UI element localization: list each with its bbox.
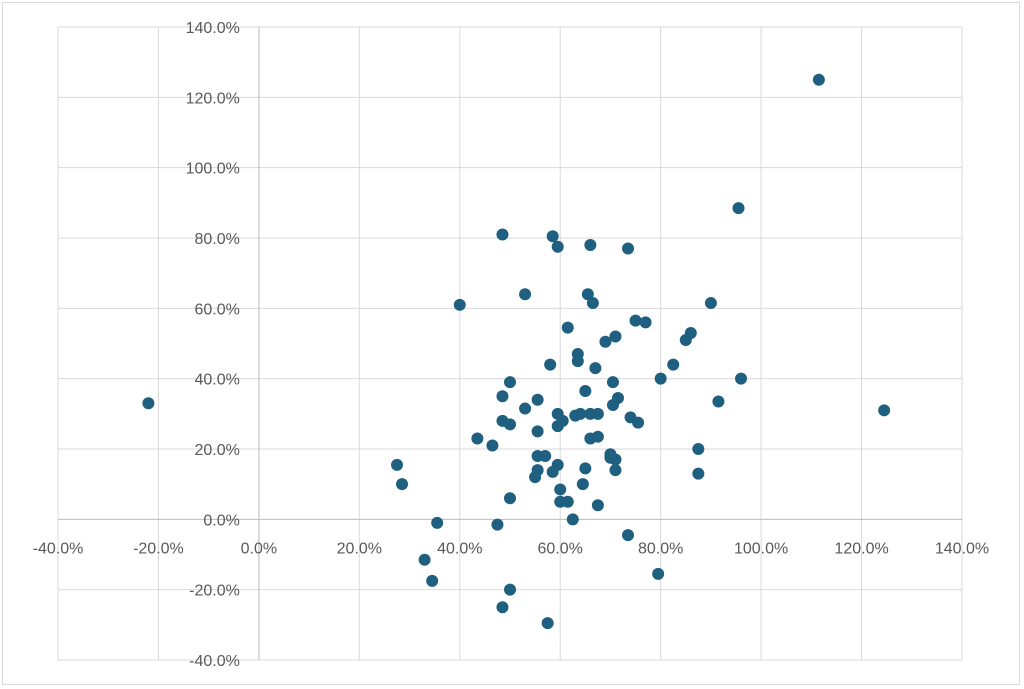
- data-point: [539, 450, 552, 463]
- data-point: [692, 443, 705, 455]
- data-point: [632, 416, 645, 429]
- x-tick-label: 140.0%: [935, 540, 989, 557]
- data-point: [639, 316, 652, 329]
- data-point: [667, 358, 680, 371]
- data-point: [692, 467, 705, 480]
- data-point: [622, 242, 635, 255]
- data-point: [732, 202, 745, 215]
- data-point: [581, 288, 594, 301]
- scatter-chart: -40.0% -20.0% 0.0% 20.0% 40.0% 60.0% 80.0% 100.…: [33, 20, 989, 670]
- data-point: [589, 362, 602, 375]
- y-tick-label: 60.0%: [195, 301, 240, 318]
- data-point: [599, 335, 612, 348]
- data-point: [556, 414, 569, 427]
- data-point: [591, 407, 604, 420]
- data-point: [584, 239, 597, 252]
- grid-layer: [57, 26, 963, 661]
- data-point: [561, 495, 574, 508]
- x-tick-label: 20.0%: [337, 540, 382, 557]
- y-tick-label: 120.0%: [186, 90, 240, 107]
- data-point: [561, 321, 574, 334]
- y-tick-label: 0.0%: [203, 512, 239, 529]
- data-point: [622, 529, 635, 542]
- data-point: [579, 384, 592, 397]
- data-point: [735, 372, 748, 385]
- data-point: [471, 432, 484, 445]
- data-point: [551, 458, 564, 471]
- data-point: [418, 553, 431, 566]
- data-point: [496, 601, 509, 614]
- data-point: [519, 288, 532, 301]
- data-point: [812, 73, 825, 86]
- x-tick-label: 40.0%: [437, 540, 482, 557]
- data-point: [878, 404, 891, 417]
- data-point: [579, 462, 592, 475]
- data-point: [544, 358, 557, 371]
- data-point: [609, 464, 622, 477]
- data-point: [591, 499, 604, 512]
- data-point: [531, 393, 544, 406]
- y-tick-label: 40.0%: [195, 372, 240, 389]
- data-point: [142, 397, 155, 410]
- x-tick-label: 0.0%: [241, 540, 277, 557]
- data-point: [684, 326, 697, 339]
- data-point: [431, 516, 444, 529]
- data-point: [453, 298, 466, 311]
- data-point: [574, 407, 587, 420]
- data-point: [571, 355, 584, 368]
- data-point: [504, 583, 516, 596]
- data-point: [606, 376, 619, 389]
- data-point: [629, 314, 642, 327]
- data-point: [504, 376, 516, 389]
- data-point: [504, 492, 516, 505]
- y-tick-label: 80.0%: [195, 231, 240, 248]
- data-point: [576, 478, 589, 491]
- y-tick-label: -40.0%: [189, 653, 240, 670]
- data-point: [609, 453, 622, 466]
- data-point: [491, 518, 504, 531]
- tick-label-layer: -40.0% -20.0% 0.0% 20.0% 40.0% 60.0% 80.0% 100.…: [33, 20, 989, 670]
- data-point: [396, 478, 409, 491]
- data-point: [496, 390, 509, 403]
- data-point: [531, 425, 544, 438]
- data-point: [486, 439, 499, 452]
- x-tick-label: 100.0%: [734, 540, 788, 557]
- data-point: [654, 372, 667, 385]
- data-point: [609, 330, 622, 343]
- data-point: [546, 230, 559, 243]
- data-point: [652, 567, 665, 580]
- x-tick-label: 80.0%: [638, 540, 683, 557]
- y-tick-label: 100.0%: [186, 161, 240, 178]
- data-point-layer: [142, 73, 891, 630]
- data-point: [519, 402, 532, 415]
- data-point: [541, 617, 554, 630]
- y-tick-label: 20.0%: [195, 442, 240, 459]
- data-point: [426, 574, 439, 587]
- data-point: [504, 418, 516, 431]
- data-point: [391, 458, 403, 471]
- data-point: [591, 430, 604, 443]
- data-point: [551, 240, 564, 253]
- data-point: [704, 297, 717, 310]
- x-tick-label: 60.0%: [538, 540, 583, 557]
- data-point: [496, 228, 509, 241]
- y-tick-label: -20.0%: [189, 583, 240, 600]
- data-point: [531, 464, 544, 477]
- axis-layer: [58, 27, 962, 660]
- data-point: [611, 392, 624, 405]
- x-tick-label: 120.0%: [834, 540, 888, 557]
- data-point: [554, 483, 567, 496]
- x-tick-label: -40.0%: [33, 540, 84, 557]
- data-point: [586, 297, 599, 310]
- data-point: [566, 513, 579, 526]
- x-tick-label: -20.0%: [133, 540, 184, 557]
- y-tick-label: 140.0%: [186, 20, 240, 37]
- data-point: [712, 395, 725, 408]
